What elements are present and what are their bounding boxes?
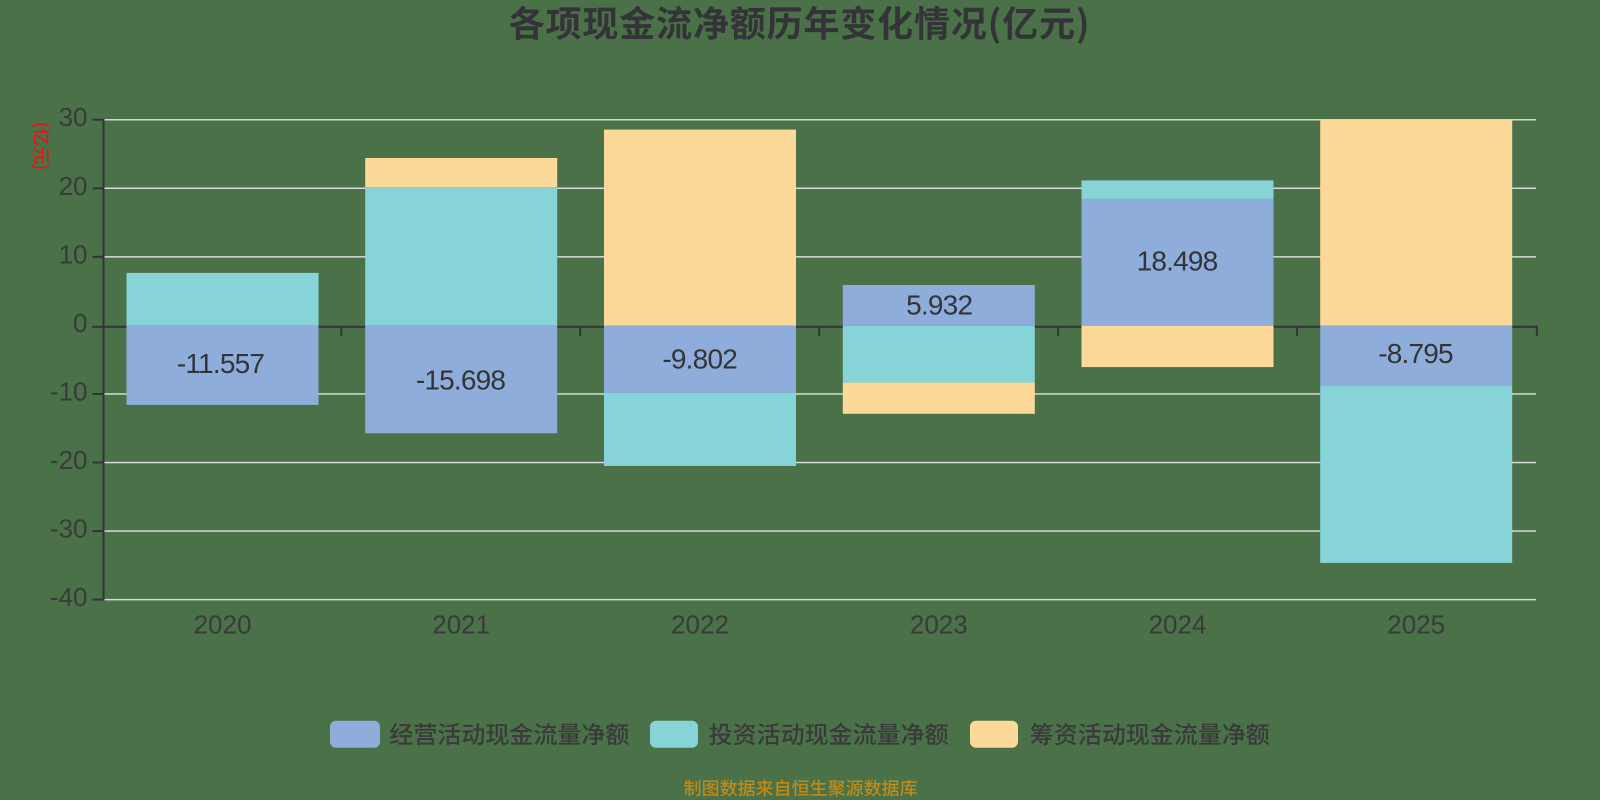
svg-text:18.498: 18.498 [1137, 246, 1218, 277]
svg-text:2022: 2022 [671, 610, 729, 640]
svg-text:20: 20 [59, 171, 88, 201]
svg-text:-20: -20 [50, 445, 88, 475]
svg-text:-11.557: -11.557 [177, 348, 265, 379]
svg-text:-8.795: -8.795 [1378, 338, 1453, 369]
svg-text:5.932: 5.932 [906, 290, 972, 321]
svg-text:-10: -10 [50, 376, 88, 406]
svg-text:-30: -30 [50, 514, 88, 544]
svg-text:2021: 2021 [432, 610, 490, 640]
svg-text:-15.698: -15.698 [416, 365, 506, 396]
svg-text:0: 0 [73, 308, 87, 338]
svg-text:2024: 2024 [1149, 610, 1207, 640]
svg-text:-9.802: -9.802 [662, 344, 737, 375]
svg-text:2025: 2025 [1387, 610, 1445, 640]
svg-text:30: 30 [59, 102, 88, 132]
svg-text:-40: -40 [50, 582, 88, 612]
svg-text:2020: 2020 [194, 610, 252, 640]
svg-text:2023: 2023 [910, 610, 968, 640]
svg-text:10: 10 [59, 239, 88, 269]
